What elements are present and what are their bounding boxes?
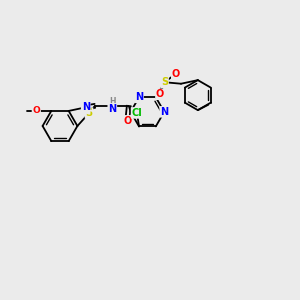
Text: N: N [108, 104, 116, 114]
Text: Cl: Cl [131, 108, 142, 118]
Text: S: S [161, 77, 168, 87]
Text: N: N [160, 107, 168, 117]
Text: O: O [156, 89, 164, 99]
Text: O: O [172, 69, 180, 79]
Text: N: N [82, 102, 90, 112]
Text: N: N [135, 92, 143, 102]
Text: O: O [123, 116, 131, 126]
Text: H: H [109, 98, 116, 106]
Text: S: S [85, 108, 93, 118]
Text: O: O [32, 106, 40, 116]
